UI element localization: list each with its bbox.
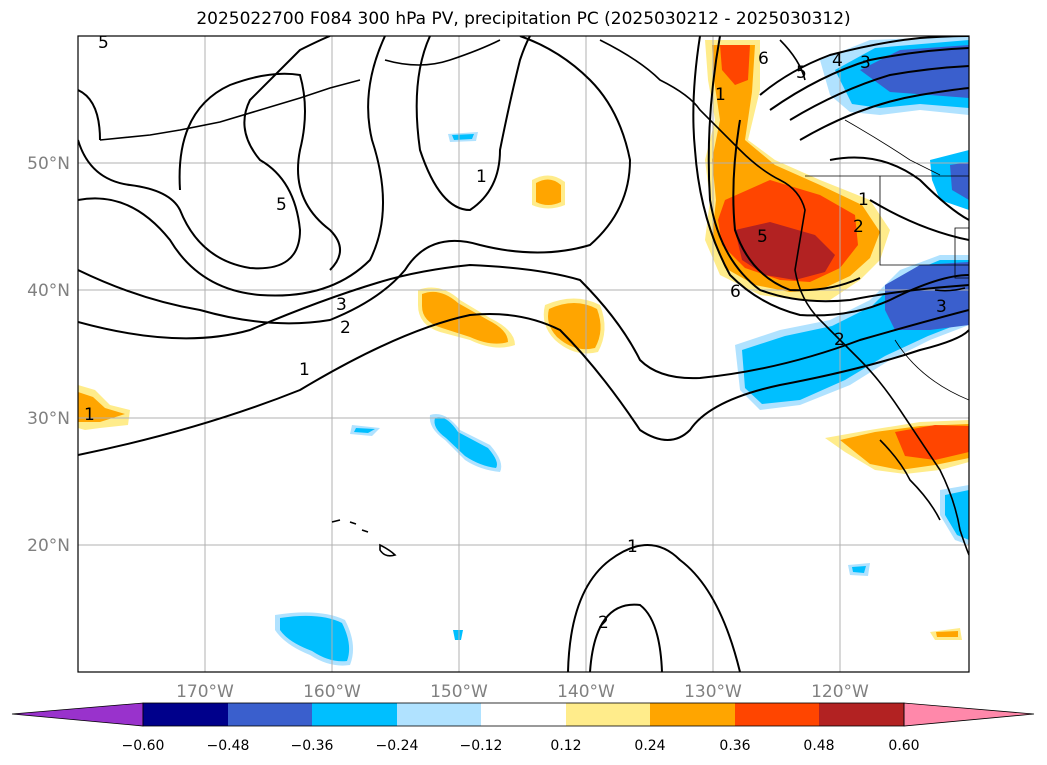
contour-label: 1: [476, 167, 487, 187]
contour-label: 1: [299, 360, 310, 380]
colorbar-tick: 0.36: [719, 738, 750, 754]
colorbar-segment: [312, 703, 397, 726]
contour-label: 5: [757, 227, 768, 247]
contour-label: 6: [730, 282, 741, 302]
contour-label: 1: [858, 190, 869, 210]
contour-label: 4: [832, 51, 843, 71]
contour-label: 1: [84, 405, 95, 425]
colorbar-tick: 0.24: [634, 738, 665, 754]
borders: [805, 119, 969, 401]
contour-label: 3: [336, 295, 347, 315]
lat-label: 30°N: [27, 409, 70, 429]
lon-label: 170°W: [176, 682, 234, 702]
colorbar-segment: [566, 703, 650, 726]
pv-contours: [78, 36, 969, 672]
colorbar-tick: −0.12: [460, 738, 503, 754]
map-title: 2025022700 F084 300 hPa PV, precipitatio…: [196, 9, 851, 29]
contour-label: 5: [276, 195, 287, 215]
precip-shading: [78, 36, 969, 666]
contour-label: 2: [853, 217, 864, 237]
colorbar-segment: [143, 703, 228, 726]
lon-label: 130°W: [684, 682, 742, 702]
lon-label: 160°W: [303, 682, 361, 702]
contour-label: 6: [758, 49, 769, 69]
contour-labels: 5 5 3 2 1 1 1 6 5 4 3 5 6 1 2 2 3 1 2 1: [84, 33, 947, 633]
colorbar-tick: −0.24: [376, 738, 419, 754]
coastlines: [99, 39, 969, 557]
contour-label: 5: [98, 33, 109, 53]
colorbar-segment: [819, 703, 904, 726]
lat-label: 20°N: [27, 536, 70, 556]
longitude-labels: 170°W 160°W 150°W 140°W 130°W 120°W: [176, 682, 869, 702]
colorbar-segment: [228, 703, 312, 726]
contour-label: 2: [598, 613, 609, 633]
lon-label: 120°W: [811, 682, 869, 702]
contour-label: 2: [834, 330, 845, 350]
contour-label: 1: [715, 85, 726, 105]
colorbar-tick: 0.48: [803, 738, 834, 754]
colorbar: −0.60 −0.48 −0.36 −0.24 −0.12 0.12 0.24 …: [11, 702, 1035, 754]
contour-label: 3: [860, 53, 871, 73]
graticule: [78, 36, 969, 672]
colorbar-tick: 0.60: [888, 738, 919, 754]
colorbar-segment: [11, 702, 144, 727]
lon-label: 140°W: [557, 682, 615, 702]
colorbar-ticks: −0.60 −0.48 −0.36 −0.24 −0.12 0.12 0.24 …: [122, 738, 920, 754]
colorbar-segment: [481, 703, 566, 726]
contour-label: 5: [796, 63, 807, 83]
colorbar-segment: [735, 703, 819, 726]
colorbar-tick: −0.60: [122, 738, 165, 754]
colorbar-segment: [397, 703, 481, 726]
colorbar-tick: −0.48: [207, 738, 250, 754]
colorbar-segment: [903, 702, 1035, 727]
colorbar-outline: [142, 702, 905, 727]
contour-label: 3: [936, 297, 947, 317]
colorbar-tick: −0.36: [291, 738, 334, 754]
lon-label: 150°W: [430, 682, 488, 702]
contour-label: 1: [627, 537, 638, 557]
lat-label: 50°N: [27, 154, 70, 174]
lat-label: 40°N: [27, 281, 70, 301]
latitude-labels: 50°N 40°N 30°N 20°N: [27, 154, 70, 556]
contour-label: 2: [340, 318, 351, 338]
colorbar-segment: [650, 703, 735, 726]
colorbar-tick: 0.12: [550, 738, 581, 754]
map-frame: [77, 35, 970, 673]
